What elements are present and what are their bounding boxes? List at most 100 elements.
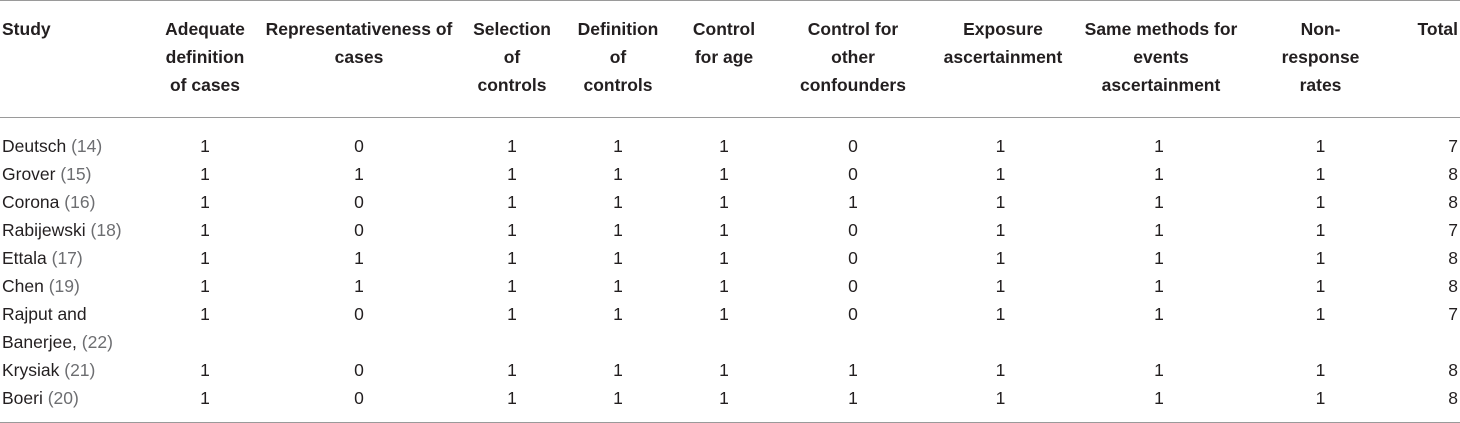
- score-cell: 1: [1315, 164, 1326, 184]
- score-cell: 0: [354, 192, 364, 212]
- score-cell: 1: [507, 248, 517, 268]
- score-cell: 1: [507, 276, 517, 296]
- score-cell: 1: [995, 388, 1006, 408]
- score-cell: 1: [995, 360, 1006, 380]
- score-cell: 1: [1154, 276, 1164, 296]
- score-cell: 1: [1154, 220, 1164, 240]
- total-cell: 8: [1448, 276, 1458, 296]
- table-row: Deutsch (14) 1 0 1 1 1 0 1 1 1 7: [0, 118, 1460, 161]
- score-cell: 1: [719, 136, 729, 156]
- score-cell: 1: [507, 304, 517, 324]
- score-cell: 1: [995, 276, 1006, 296]
- score-cell: 0: [848, 220, 858, 240]
- score-cell: 1: [507, 220, 517, 240]
- score-cell: 1: [354, 276, 364, 296]
- score-cell: 1: [354, 164, 364, 184]
- header-exposure-ascertainment: Exposure ascertainment: [943, 19, 1063, 67]
- total-cell: 7: [1448, 220, 1458, 240]
- score-cell: 1: [200, 248, 210, 268]
- score-cell: 1: [613, 360, 623, 380]
- score-cell: 1: [1154, 136, 1164, 156]
- score-cell: 1: [1154, 248, 1164, 268]
- score-cell: 1: [1315, 220, 1326, 240]
- score-cell: 1: [613, 248, 623, 268]
- score-cell: 1: [719, 164, 729, 184]
- score-cell: 0: [354, 388, 364, 408]
- score-cell: 0: [848, 248, 858, 268]
- score-cell: 1: [1315, 136, 1326, 156]
- score-cell: 1: [1154, 360, 1164, 380]
- score-cell: 0: [848, 304, 858, 324]
- total-cell: 8: [1448, 360, 1458, 380]
- score-cell: 1: [200, 164, 210, 184]
- score-cell: 1: [995, 192, 1006, 212]
- score-cell: 1: [613, 304, 623, 324]
- score-cell: 1: [1154, 192, 1164, 212]
- total-cell: 8: [1448, 248, 1458, 268]
- total-cell: 8: [1448, 192, 1458, 212]
- table-row: Krysiak (21) 1 0 1 1 1 1 1 1 1 8: [0, 356, 1460, 384]
- header-non-response-rates: Non-response rates: [1281, 19, 1360, 95]
- score-cell: 1: [200, 360, 210, 380]
- total-cell: 7: [1448, 136, 1458, 156]
- score-cell: 1: [995, 248, 1006, 268]
- score-cell: 1: [613, 220, 623, 240]
- score-cell: 1: [507, 360, 517, 380]
- score-cell: 1: [613, 276, 623, 296]
- score-cell: 1: [507, 388, 517, 408]
- table-row: Grover (15) 1 1 1 1 1 0 1 1 1 8: [0, 160, 1460, 188]
- score-cell: 1: [200, 304, 210, 324]
- score-cell: 1: [1315, 192, 1326, 212]
- score-cell: 1: [995, 136, 1006, 156]
- reference-link[interactable]: (14): [71, 136, 103, 156]
- table-row: Boeri (20) 1 0 1 1 1 1 1 1 1 8: [0, 384, 1460, 423]
- reference-link[interactable]: (18): [90, 220, 122, 240]
- reference-link[interactable]: (16): [64, 192, 96, 212]
- score-cell: 0: [848, 136, 858, 156]
- score-cell: 1: [613, 136, 623, 156]
- reference-link[interactable]: (20): [47, 388, 79, 408]
- score-cell: 1: [1154, 164, 1164, 184]
- score-cell: 1: [200, 192, 210, 212]
- header-control-for-other-confounders: Control for other confounders: [800, 19, 906, 95]
- score-cell: 1: [1315, 276, 1326, 296]
- score-cell: 1: [1154, 304, 1164, 324]
- study-cell: Rabijewski (18): [2, 220, 122, 240]
- score-cell: 1: [200, 388, 210, 408]
- score-cell: 1: [719, 276, 729, 296]
- score-cell: 1: [1315, 248, 1326, 268]
- score-cell: 1: [848, 388, 858, 408]
- score-cell: 1: [507, 164, 517, 184]
- score-cell: 1: [1315, 304, 1326, 324]
- study-cell: Chen (19): [2, 276, 80, 296]
- score-cell: 1: [848, 192, 858, 212]
- score-cell: 1: [995, 220, 1006, 240]
- score-cell: 1: [613, 388, 623, 408]
- score-cell: 0: [354, 136, 364, 156]
- reference-link[interactable]: (21): [64, 360, 96, 380]
- score-cell: 1: [613, 164, 623, 184]
- table-row: Ettala (17) 1 1 1 1 1 0 1 1 1 8: [0, 244, 1460, 272]
- score-cell: 1: [995, 304, 1006, 324]
- study-cell: Boeri (20): [2, 388, 79, 408]
- score-cell: 1: [507, 136, 517, 156]
- score-cell: 1: [1315, 388, 1326, 408]
- study-cell: Deutsch (14): [2, 136, 103, 156]
- score-cell: 1: [719, 192, 729, 212]
- reference-link[interactable]: (17): [51, 248, 83, 268]
- score-cell: 1: [719, 304, 729, 324]
- score-cell: 1: [848, 360, 858, 380]
- score-cell: 1: [719, 220, 729, 240]
- score-cell: 1: [995, 164, 1006, 184]
- score-cell: 1: [719, 248, 729, 268]
- score-cell: 1: [1154, 388, 1164, 408]
- reference-link[interactable]: (15): [60, 164, 92, 184]
- score-cell: 1: [1315, 360, 1326, 380]
- reference-link[interactable]: (22): [81, 332, 113, 352]
- score-cell: 1: [613, 192, 623, 212]
- study-cell: Corona (16): [2, 192, 96, 212]
- reference-link[interactable]: (19): [48, 276, 80, 296]
- header-row: Study Adequate definition of cases Repre…: [0, 0, 1460, 118]
- table-row: Chen (19) 1 1 1 1 1 0 1 1 1 8: [0, 272, 1460, 300]
